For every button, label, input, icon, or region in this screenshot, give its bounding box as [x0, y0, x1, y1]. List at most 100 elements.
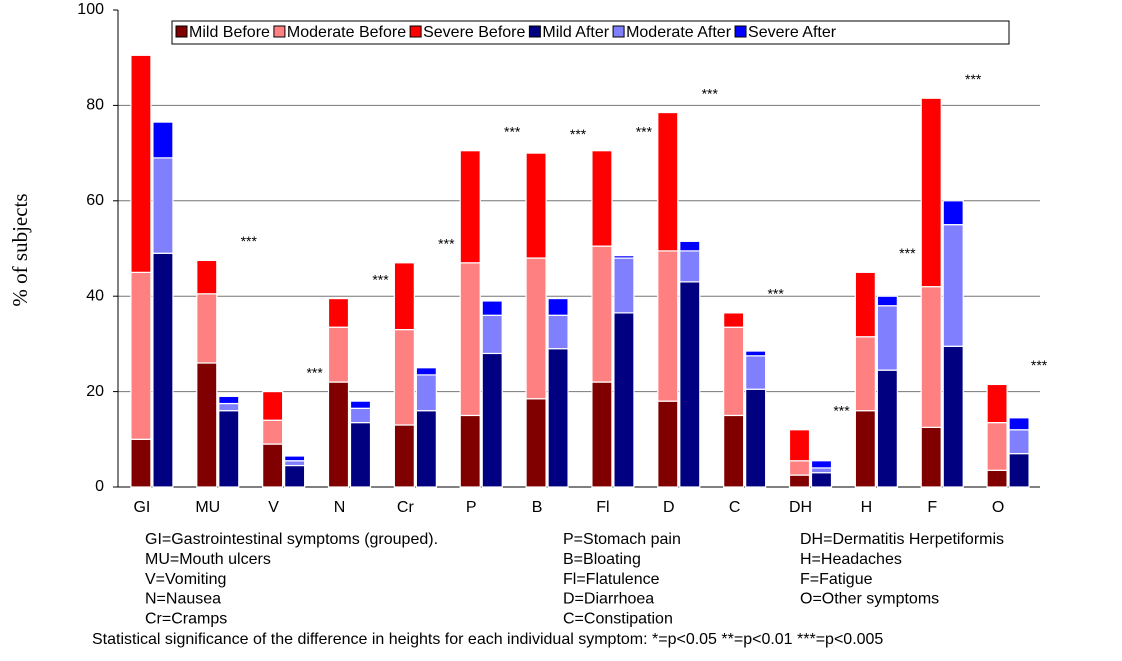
- legend-label: Moderate Before: [287, 24, 406, 41]
- bar-segment: [788, 474, 811, 488]
- bar-segment: [679, 281, 701, 488]
- bar-segment: [349, 407, 372, 424]
- bar-segment: [986, 383, 1008, 424]
- bar-segment: [1008, 453, 1030, 488]
- bar-segment: [613, 312, 635, 488]
- legend-swatch: [273, 25, 286, 38]
- bar-segment: [986, 422, 1008, 471]
- bar-segment: [745, 355, 767, 390]
- x-tick-label: D: [663, 499, 675, 516]
- x-tick-label: O: [992, 499, 1004, 516]
- significance-label: ***: [372, 271, 389, 287]
- x-tick-label: Fl: [596, 499, 609, 516]
- y-tick-label: 60: [86, 192, 104, 209]
- bar-segment: [788, 429, 811, 462]
- bar-segment: [876, 305, 898, 371]
- x-tick-label: N: [334, 499, 346, 516]
- bar-segment: [854, 410, 876, 488]
- bar-segment: [745, 350, 767, 357]
- bar-segment: [591, 381, 613, 488]
- note: DH=Dermatitis Herpetiformis: [800, 531, 1004, 548]
- bar-segment: [854, 271, 876, 338]
- note: MU=Mouth ulcers: [145, 551, 271, 568]
- bar-segment: [262, 443, 284, 488]
- bar-segment: [788, 460, 811, 476]
- legend-swatch: [409, 25, 422, 38]
- significance-label: ***: [306, 364, 323, 380]
- significance-label: ***: [570, 126, 587, 142]
- x-tick-label: C: [729, 499, 741, 516]
- x-tick-label: B: [532, 499, 543, 516]
- significance-label: ***: [833, 402, 850, 418]
- note: Fl=Flatulence: [563, 571, 660, 588]
- legend-swatch: [734, 25, 747, 38]
- bar-segment: [284, 460, 306, 467]
- bar-segment: [262, 391, 284, 421]
- bar-segment: [415, 410, 437, 488]
- significance-label: ***: [702, 85, 719, 101]
- bar-segment: [525, 257, 547, 400]
- bar-segment: [130, 54, 152, 273]
- bar-segment: [657, 400, 679, 488]
- bar-segment: [920, 286, 942, 428]
- legend-swatch: [175, 25, 188, 38]
- note: B=Bloating: [563, 551, 641, 568]
- bar-segment: [657, 250, 679, 402]
- significance-label: ***: [899, 245, 916, 261]
- legend-swatch: [528, 25, 541, 38]
- bar-segment: [262, 419, 284, 445]
- y-tick-label: 0: [95, 478, 104, 495]
- legend-swatch: [612, 25, 625, 38]
- x-tick-label: DH: [789, 499, 812, 516]
- bar-segment: [723, 414, 745, 488]
- bar-segment: [218, 402, 240, 412]
- legend-label: Mild Before: [189, 24, 270, 41]
- note: P=Stomach pain: [563, 531, 681, 548]
- bar-segment: [613, 257, 635, 314]
- note: O=Other symptoms: [800, 591, 939, 608]
- bar-segment: [152, 157, 174, 254]
- bar-segment: [196, 259, 218, 295]
- bar-segment: [327, 326, 350, 383]
- significance-label: ***: [1031, 357, 1048, 373]
- bar-segment: [196, 362, 218, 488]
- bar-segment: [393, 328, 415, 426]
- bar-segment: [481, 314, 503, 355]
- bar-segment: [284, 464, 306, 488]
- bar-segment: [152, 121, 174, 159]
- bar-segment: [218, 395, 240, 405]
- note: D=Diarrhoea: [563, 591, 654, 608]
- bar-segment: [920, 97, 942, 288]
- bar-segment: [810, 467, 833, 474]
- significance-label: ***: [504, 123, 521, 139]
- bar-segment: [591, 150, 613, 247]
- y-tick-label: 20: [86, 383, 104, 400]
- note: H=Headaches: [800, 551, 902, 568]
- bar-segment: [942, 200, 964, 226]
- legend-label: Severe Before: [423, 24, 525, 41]
- note: N=Nausea: [145, 591, 221, 608]
- bar-segment: [349, 422, 372, 488]
- bar-segment: [459, 150, 481, 264]
- bar-segment: [525, 398, 547, 488]
- bar-segment: [525, 152, 547, 259]
- note: GI=Gastrointestinal symptoms (grouped).: [145, 531, 438, 548]
- x-tick-label: V: [268, 499, 279, 516]
- bar-segment: [920, 426, 942, 488]
- bar-segment: [1008, 429, 1030, 455]
- bar-segment: [130, 271, 152, 440]
- bar-segment: [459, 262, 481, 417]
- bar-segment: [393, 262, 415, 331]
- bar-segment: [986, 469, 1008, 488]
- y-tick-label: 40: [86, 287, 104, 304]
- note: Cr=Cramps: [145, 610, 227, 627]
- bar-segment: [393, 424, 415, 488]
- bar-segment: [876, 295, 898, 307]
- bar-segment: [284, 455, 306, 462]
- bar-segment: [481, 352, 503, 488]
- legend-box: [171, 20, 1010, 45]
- x-tick-label: P: [466, 499, 477, 516]
- bar-segment: [613, 255, 635, 259]
- significance-label: ***: [965, 71, 982, 87]
